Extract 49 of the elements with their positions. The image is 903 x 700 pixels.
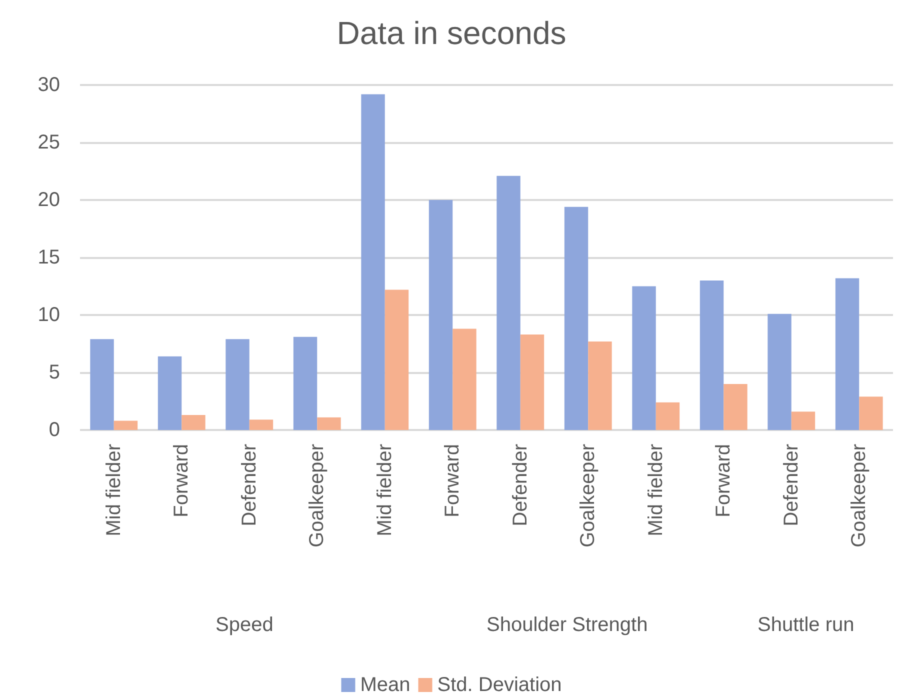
x-tick-label: Mid fielder [644, 444, 667, 536]
bar [791, 412, 816, 430]
x-tick-label: Forward [712, 444, 735, 518]
chart-title: Data in seconds [336, 15, 566, 51]
x-tick-label: Goalkeeper [848, 444, 870, 548]
bar [114, 420, 138, 430]
y-tick-label: 0 [48, 419, 60, 441]
bar [724, 384, 748, 430]
bar [564, 206, 588, 430]
bar [293, 336, 318, 430]
y-tick-label: 5 [48, 362, 60, 384]
bar [182, 415, 206, 430]
bar [361, 94, 385, 430]
y-tick-label: 25 [38, 132, 60, 154]
y-tick-label: 30 [38, 74, 60, 96]
bar [317, 417, 341, 430]
x-tick-label: Mid fielder [374, 444, 396, 536]
text: Shuttle run [757, 614, 854, 636]
bar [632, 286, 656, 430]
bar [384, 290, 409, 430]
x-tick-label: Goalkeeper [577, 444, 600, 548]
x-tick-label: Goalkeeper [306, 444, 328, 548]
y-tick-label: 20 [38, 189, 60, 211]
x-tick-label: Defender [238, 444, 260, 526]
text: Speed [215, 614, 274, 636]
bar [226, 339, 250, 430]
x-tick-label: Defender [509, 444, 532, 526]
bar [859, 396, 883, 430]
y-tick-label: 10 [38, 304, 60, 326]
bar [520, 334, 544, 430]
x-tick-label: Forward [442, 444, 464, 518]
x-tick-label: Forward [170, 444, 193, 518]
x-tick-label: Mid fielder [102, 444, 125, 536]
bar [158, 356, 182, 430]
bar [768, 314, 792, 430]
bar [588, 341, 612, 430]
bar [428, 200, 453, 430]
bar [249, 420, 274, 430]
legend-label: Std. Deviation [437, 674, 562, 696]
bar [452, 328, 476, 430]
bar [835, 278, 860, 430]
x-tick-label: Defender [780, 444, 802, 526]
bar [90, 339, 114, 430]
bar [700, 280, 724, 430]
legend-label: Mean [360, 674, 410, 696]
y-tick-label: 15 [38, 246, 60, 268]
text: Shoulder Strength [486, 614, 648, 636]
bar [656, 402, 680, 430]
bar [496, 176, 520, 430]
